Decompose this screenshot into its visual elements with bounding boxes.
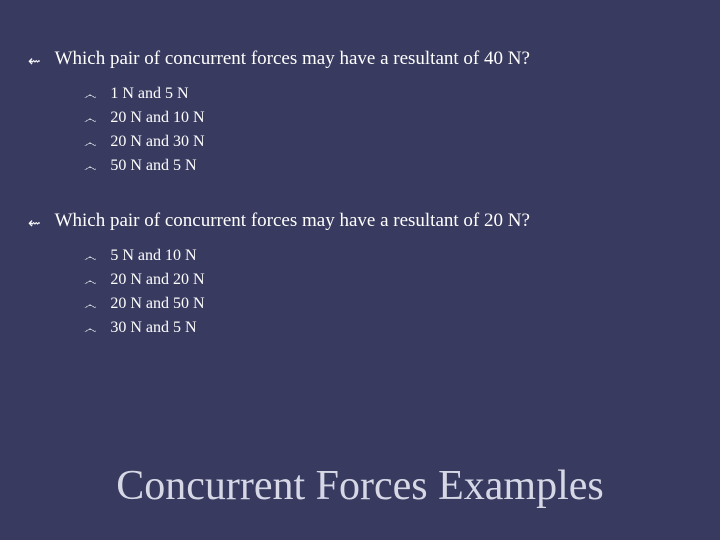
question-2: ⇜ Which pair of concurrent forces may ha… [28, 210, 692, 232]
question-1-options: ෴ 1 N and 5 N ෴ 20 N and 10 N ෴ 20 N and… [28, 82, 692, 178]
bullet-main-icon: ⇜ [28, 52, 41, 70]
bullet-sub-icon: ෴ [84, 271, 96, 291]
bullet-main-icon: ⇜ [28, 214, 41, 232]
slide-content: ⇜ Which pair of concurrent forces may ha… [0, 0, 720, 340]
bullet-sub-icon: ෴ [84, 295, 96, 315]
question-1-text: Which pair of concurrent forces may have… [55, 48, 530, 70]
list-item: ෴ 20 N and 10 N [84, 106, 692, 130]
bullet-sub-icon: ෴ [84, 319, 96, 339]
list-item: ෴ 1 N and 5 N [84, 82, 692, 106]
slide-title: Concurrent Forces Examples [0, 462, 720, 510]
list-item: ෴ 20 N and 50 N [84, 292, 692, 316]
option-text: 20 N and 10 N [110, 106, 204, 130]
question-2-text: Which pair of concurrent forces may have… [55, 210, 530, 232]
list-item: ෴ 20 N and 30 N [84, 130, 692, 154]
list-item: ෴ 50 N and 5 N [84, 154, 692, 178]
option-text: 20 N and 20 N [110, 268, 204, 292]
option-text: 20 N and 30 N [110, 130, 204, 154]
option-text: 50 N and 5 N [110, 154, 196, 178]
question-1: ⇜ Which pair of concurrent forces may ha… [28, 48, 692, 70]
question-2-options: ෴ 5 N and 10 N ෴ 20 N and 20 N ෴ 20 N an… [28, 244, 692, 340]
option-text: 1 N and 5 N [110, 82, 188, 106]
bullet-sub-icon: ෴ [84, 133, 96, 153]
list-item: ෴ 5 N and 10 N [84, 244, 692, 268]
option-text: 20 N and 50 N [110, 292, 204, 316]
list-item: ෴ 20 N and 20 N [84, 268, 692, 292]
bullet-sub-icon: ෴ [84, 247, 96, 267]
bullet-sub-icon: ෴ [84, 85, 96, 105]
option-text: 30 N and 5 N [110, 316, 196, 340]
list-item: ෴ 30 N and 5 N [84, 316, 692, 340]
bullet-sub-icon: ෴ [84, 109, 96, 129]
option-text: 5 N and 10 N [110, 244, 196, 268]
bullet-sub-icon: ෴ [84, 157, 96, 177]
